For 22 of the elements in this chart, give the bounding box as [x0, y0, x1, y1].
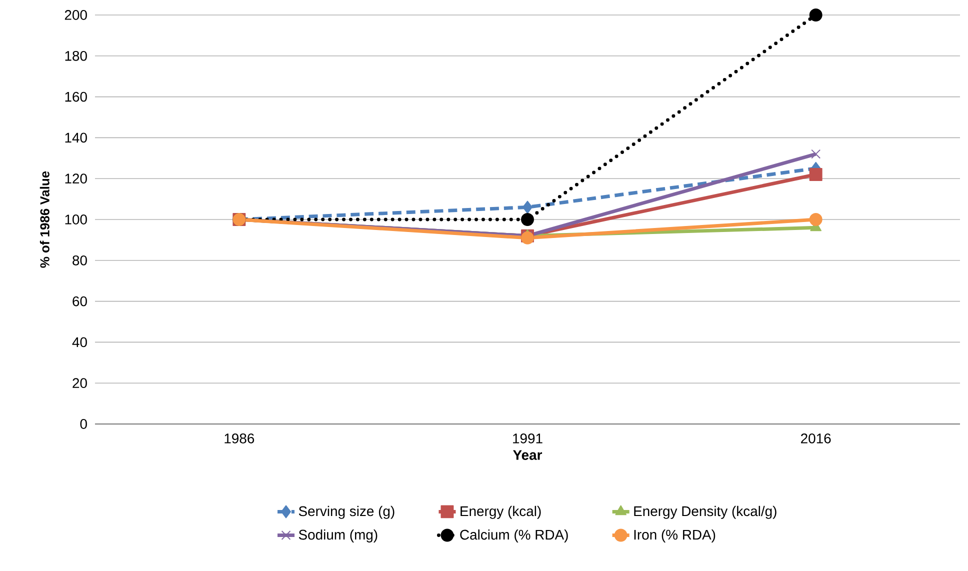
- legend-label: Energy (kcal): [460, 506, 541, 519]
- legend-label: Sodium (mg): [298, 529, 378, 542]
- y-tick-label: 40: [72, 337, 87, 348]
- y-tick-label: 80: [72, 255, 87, 266]
- y-axis-title: % of 1986 Value: [40, 171, 50, 268]
- x-tick-label: 1986: [224, 433, 254, 444]
- legend-label: Serving size (g): [298, 506, 394, 519]
- x-axis-title: Year: [513, 450, 542, 460]
- legend-label: Energy Density (kcal/g): [634, 506, 776, 519]
- y-tick-label: 60: [72, 296, 87, 306]
- y-tick-label: 20: [72, 378, 87, 388]
- y-tick-label: 200: [64, 10, 87, 20]
- y-tick-label: 100: [65, 214, 87, 224]
- legend-label: Calcium (% RDA): [460, 529, 568, 542]
- x-tick-label: 1991: [513, 433, 542, 444]
- legend-label: Iron (% RDA): [634, 529, 716, 542]
- y-tick-label: 160: [65, 92, 87, 102]
- y-tick-label: 180: [65, 50, 87, 61]
- y-tick-label: 120: [65, 174, 87, 184]
- y-tick-label: 0: [80, 419, 87, 429]
- x-tick-label: 2016: [801, 433, 831, 444]
- y-tick-label: 140: [65, 132, 87, 143]
